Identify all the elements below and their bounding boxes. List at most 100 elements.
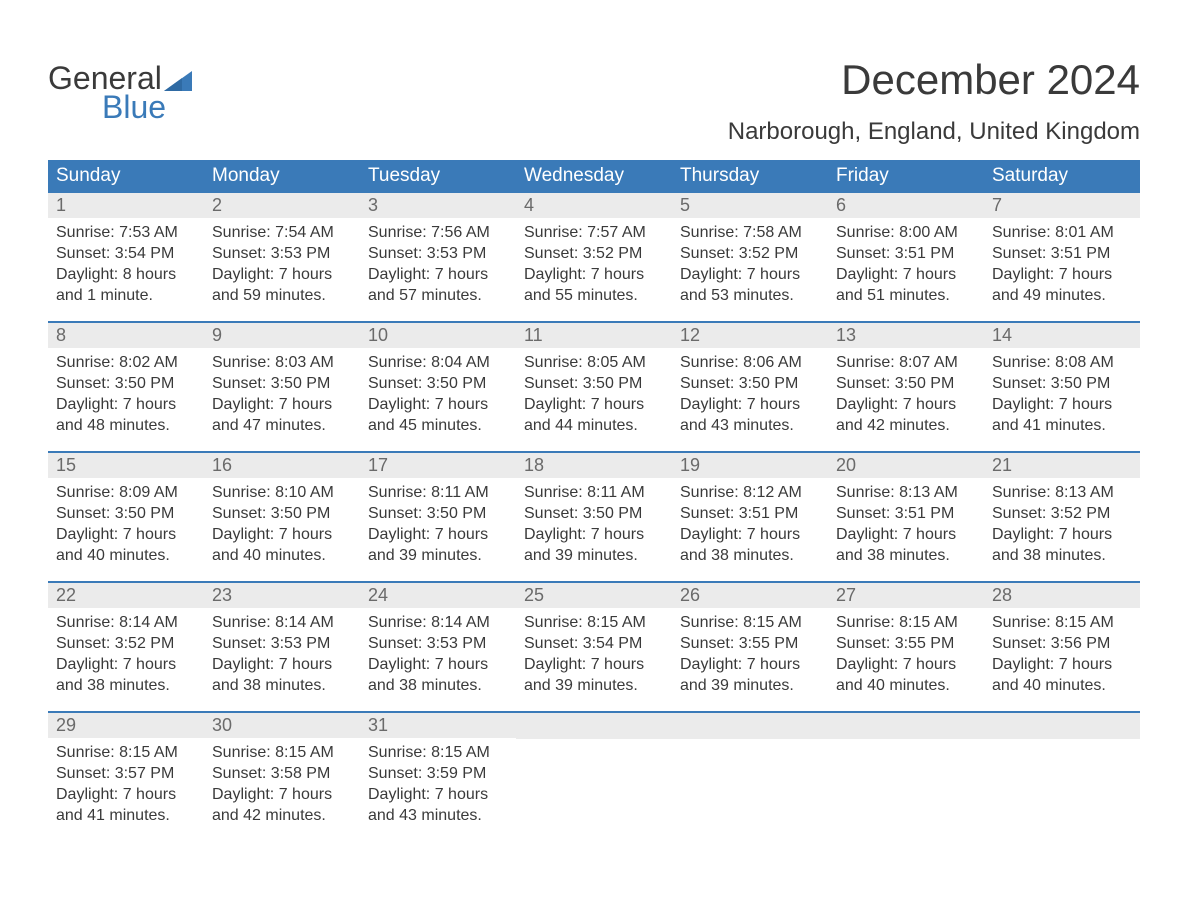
day-cell: 10Sunrise: 8:04 AMSunset: 3:50 PMDayligh… [360,323,516,451]
daynum-row: 17 [360,453,516,478]
daynum-row: 20 [828,453,984,478]
day-line-sunrise: Sunrise: 7:58 AM [680,222,820,243]
day-number: 26 [680,585,700,605]
logo: General Blue [48,30,192,126]
day-line-sunrise: Sunrise: 8:05 AM [524,352,664,373]
day-cell: 7Sunrise: 8:01 AMSunset: 3:51 PMDaylight… [984,193,1140,321]
day-line-d1: Daylight: 8 hours [56,264,196,285]
day-line-d2: and 44 minutes. [524,415,664,436]
day-line-d1: Daylight: 7 hours [680,654,820,675]
daynum-row [516,713,672,739]
day-line-d2: and 38 minutes. [836,545,976,566]
day-line-sunset: Sunset: 3:50 PM [212,373,352,394]
day-cell: 25Sunrise: 8:15 AMSunset: 3:54 PMDayligh… [516,583,672,711]
day-line-d1: Daylight: 7 hours [680,394,820,415]
day-line-sunset: Sunset: 3:50 PM [680,373,820,394]
day-number: 31 [368,715,388,735]
month-title: December 2024 [728,56,1140,104]
day-details: Sunrise: 8:02 AMSunset: 3:50 PMDaylight:… [48,348,204,442]
daynum-row: 9 [204,323,360,348]
day-line-d1: Daylight: 7 hours [212,394,352,415]
day-details: Sunrise: 8:08 AMSunset: 3:50 PMDaylight:… [984,348,1140,442]
daynum-row: 6 [828,193,984,218]
daynum-row: 18 [516,453,672,478]
daynum-row: 2 [204,193,360,218]
day-line-d2: and 40 minutes. [992,675,1132,696]
day-line-sunset: Sunset: 3:51 PM [836,503,976,524]
daynum-row: 24 [360,583,516,608]
day-line-sunrise: Sunrise: 8:11 AM [368,482,508,503]
day-number: 16 [212,455,232,475]
day-cell: 30Sunrise: 8:15 AMSunset: 3:58 PMDayligh… [204,713,360,841]
day-cell: 3 Sunrise: 7:56 AMSunset: 3:53 PMDaylight… [360,193,516,321]
day-line-sunrise: Sunrise: 8:04 AM [368,352,508,373]
day-line-d2: and 49 minutes. [992,285,1132,306]
day-number: 8 [56,325,66,345]
day-details: Sunrise: 7:56 AMSunset: 3:53 PMDaylight:… [360,218,516,312]
day-line-sunrise: Sunrise: 8:10 AM [212,482,352,503]
day-line-sunrise: Sunrise: 8:13 AM [992,482,1132,503]
day-line-d1: Daylight: 7 hours [368,264,508,285]
day-line-d2: and 39 minutes. [680,675,820,696]
day-line-sunrise: Sunrise: 8:15 AM [992,612,1132,633]
day-details: Sunrise: 7:57 AMSunset: 3:52 PMDaylight:… [516,218,672,312]
day-line-sunrise: Sunrise: 8:15 AM [524,612,664,633]
flag-icon [164,71,192,91]
day-line-sunset: Sunset: 3:50 PM [212,503,352,524]
day-details: Sunrise: 8:14 AMSunset: 3:53 PMDaylight:… [204,608,360,702]
day-line-sunrise: Sunrise: 7:53 AM [56,222,196,243]
daynum-row: 14 [984,323,1140,348]
day-number: 3 [368,195,378,215]
day-line-d1: Daylight: 7 hours [524,654,664,675]
day-cell: 6Sunrise: 8:00 AMSunset: 3:51 PMDaylight… [828,193,984,321]
day-line-d1: Daylight: 7 hours [212,654,352,675]
day-line-d2: and 43 minutes. [680,415,820,436]
daynum-row: 27 [828,583,984,608]
day-cell: 13Sunrise: 8:07 AMSunset: 3:50 PMDayligh… [828,323,984,451]
day-line-sunset: Sunset: 3:53 PM [368,633,508,654]
day-cell [828,713,984,841]
day-line-d2: and 43 minutes. [368,805,508,826]
day-cell: 16Sunrise: 8:10 AMSunset: 3:50 PMDayligh… [204,453,360,581]
day-line-sunset: Sunset: 3:53 PM [368,243,508,264]
day-line-sunrise: Sunrise: 8:11 AM [524,482,664,503]
day-number: 21 [992,455,1012,475]
day-cell: 29Sunrise: 8:15 AMSunset: 3:57 PMDayligh… [48,713,204,841]
day-line-sunset: Sunset: 3:54 PM [524,633,664,654]
daynum-row: 30 [204,713,360,738]
day-line-sunrise: Sunrise: 8:12 AM [680,482,820,503]
day-cell: 8 Sunrise: 8:02 AMSunset: 3:50 PMDaylight… [48,323,204,451]
day-line-d2: and 59 minutes. [212,285,352,306]
day-number: 5 [680,195,690,215]
day-line-d2: and 38 minutes. [680,545,820,566]
day-line-sunset: Sunset: 3:53 PM [212,243,352,264]
day-line-sunset: Sunset: 3:58 PM [212,763,352,784]
day-cell: 18Sunrise: 8:11 AMSunset: 3:50 PMDayligh… [516,453,672,581]
day-line-sunrise: Sunrise: 8:00 AM [836,222,976,243]
day-line-sunset: Sunset: 3:55 PM [680,633,820,654]
week-row: 1Sunrise: 7:53 AMSunset: 3:54 PMDaylight… [48,193,1140,321]
day-line-d1: Daylight: 7 hours [56,654,196,675]
day-number: 10 [368,325,388,345]
day-line-sunrise: Sunrise: 7:54 AM [212,222,352,243]
day-details: Sunrise: 8:14 AMSunset: 3:52 PMDaylight:… [48,608,204,702]
day-line-d1: Daylight: 7 hours [368,524,508,545]
day-details: Sunrise: 8:14 AMSunset: 3:53 PMDaylight:… [360,608,516,702]
dayhead-mon: Monday [204,160,360,193]
day-line-d2: and 42 minutes. [836,415,976,436]
day-cell: 27Sunrise: 8:15 AMSunset: 3:55 PMDayligh… [828,583,984,711]
day-cell: 26Sunrise: 8:15 AMSunset: 3:55 PMDayligh… [672,583,828,711]
day-number: 2 [212,195,222,215]
daynum-row [672,713,828,739]
day-details: Sunrise: 8:11 AMSunset: 3:50 PMDaylight:… [516,478,672,572]
day-details: Sunrise: 7:58 AMSunset: 3:52 PMDaylight:… [672,218,828,312]
day-cell: 15Sunrise: 8:09 AMSunset: 3:50 PMDayligh… [48,453,204,581]
day-details: Sunrise: 8:15 AMSunset: 3:57 PMDaylight:… [48,738,204,832]
day-details: Sunrise: 8:00 AMSunset: 3:51 PMDaylight:… [828,218,984,312]
day-line-d1: Daylight: 7 hours [680,264,820,285]
day-details: Sunrise: 8:11 AMSunset: 3:50 PMDaylight:… [360,478,516,572]
daynum-row: 22 [48,583,204,608]
daynum-row: 15 [48,453,204,478]
day-number: 24 [368,585,388,605]
day-line-sunrise: Sunrise: 8:15 AM [212,742,352,763]
